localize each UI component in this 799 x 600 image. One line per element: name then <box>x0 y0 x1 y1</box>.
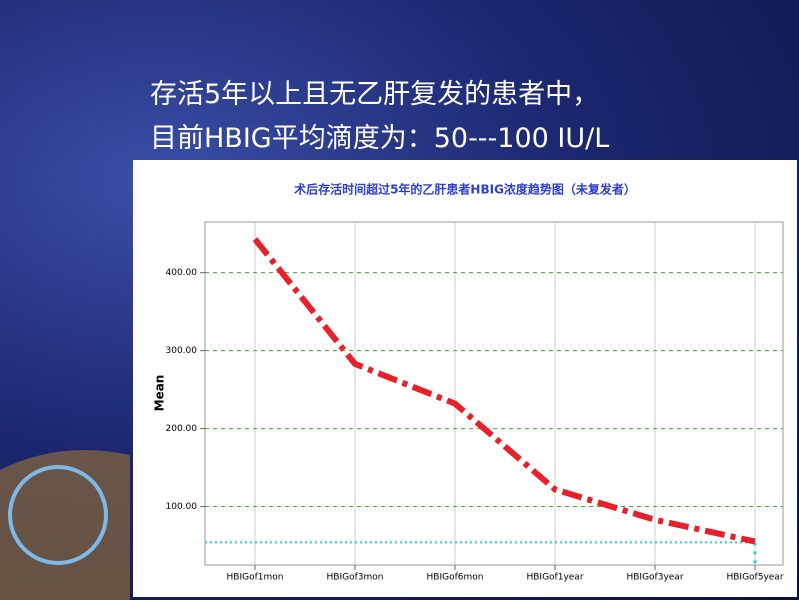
y-tick-label: 300.00 <box>166 346 198 356</box>
chart-title: 术后存活时间超过5年的乙肝患者HBIG浓度趋势图（未复发者） <box>293 182 636 197</box>
y-tick-label: 400.00 <box>166 268 198 278</box>
x-tick-label: HBIGof1year <box>526 573 583 583</box>
y-tick-label: 100.00 <box>166 502 198 512</box>
x-tick-label: HBIGof1mon <box>227 573 284 583</box>
decor-hill <box>0 450 130 600</box>
x-tick-label: HBIGof5year <box>726 573 783 583</box>
y-tick-label: 200.00 <box>166 424 198 434</box>
data-line <box>252 237 756 545</box>
x-tick-label: HBIGof6mon <box>427 573 484 583</box>
slide-title: 目前HBIG平均滴度为：50---100 IU/L <box>150 123 610 154</box>
slide-title: 存活5年以上且无乙肝复发的患者中， <box>150 79 600 110</box>
x-tick-label: HBIGof3year <box>626 573 683 583</box>
logo <box>8 465 108 565</box>
x-tick-label: HBIGof3mon <box>327 573 384 583</box>
y-axis-label: Mean <box>153 375 167 412</box>
plot-area <box>204 221 784 566</box>
